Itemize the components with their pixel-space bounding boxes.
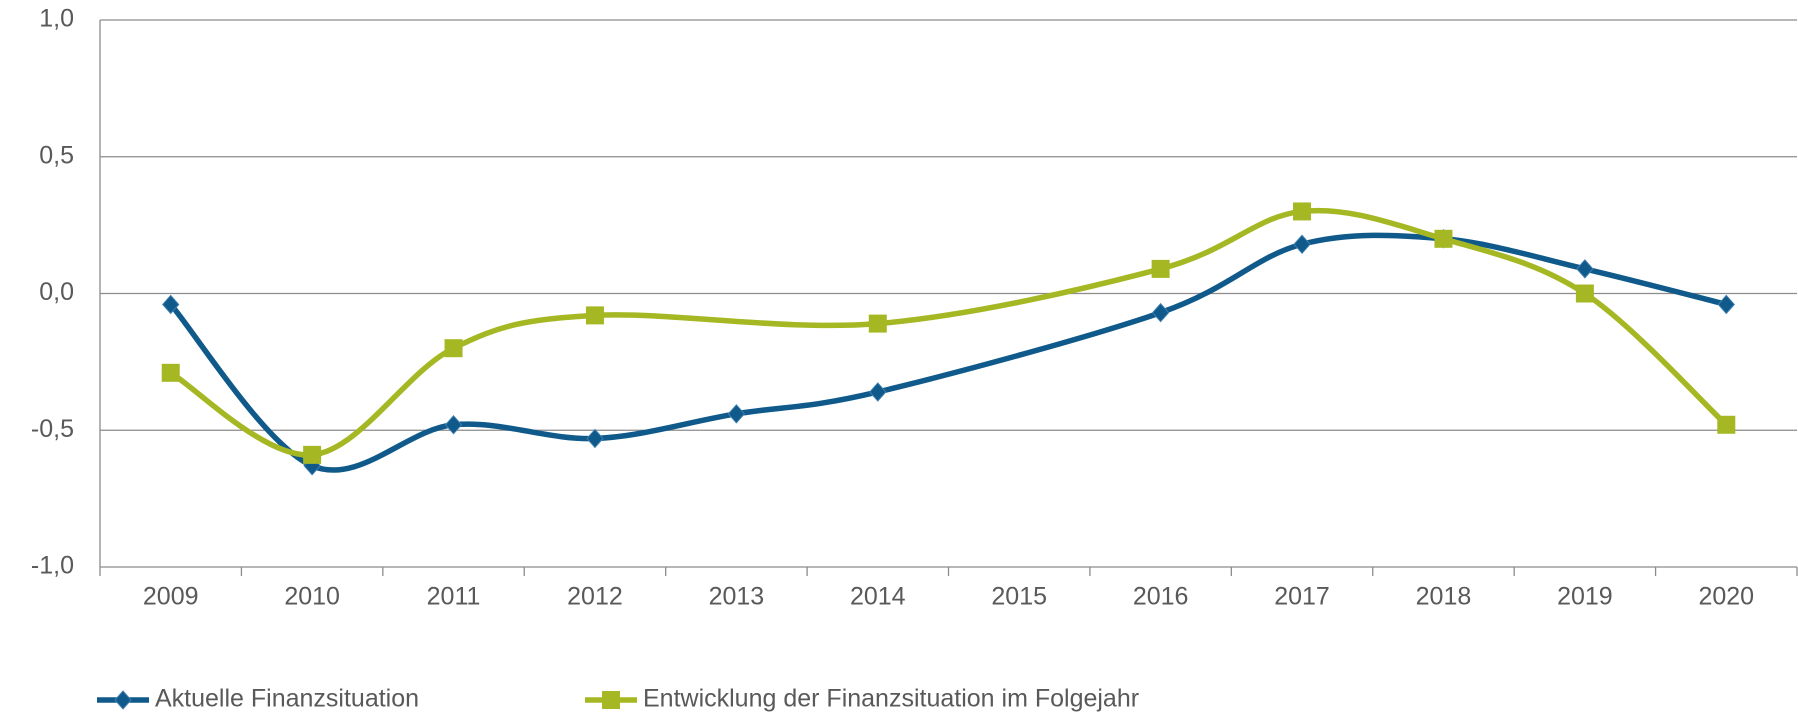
marker	[161, 363, 180, 382]
legend-label: Entwicklung der Finanzsituation im Folge…	[643, 685, 1139, 713]
marker	[869, 382, 887, 402]
marker	[1575, 284, 1594, 303]
series-line	[169, 207, 1729, 458]
y-tick-label: -0,5	[31, 415, 74, 443]
y-tick-label: -1,0	[31, 552, 74, 580]
marker	[162, 294, 180, 315]
y-tick-label: 0,5	[39, 141, 74, 169]
legend-label: Aktuelle Finanzsituation	[155, 685, 419, 713]
y-tick-label: 0,0	[39, 278, 74, 306]
marker	[1717, 294, 1735, 315]
marker	[1151, 259, 1170, 278]
marker	[114, 690, 132, 710]
x-tick-label: 2019	[1557, 583, 1613, 611]
marker	[1151, 302, 1170, 323]
marker	[444, 339, 463, 358]
y-tick-label: 1,0	[39, 5, 74, 33]
x-tick-label: 2017	[1274, 583, 1330, 611]
marker	[727, 404, 746, 424]
x-tick-label: 2013	[709, 583, 765, 611]
x-tick-label: 2016	[1133, 583, 1189, 611]
series-line	[168, 232, 1727, 473]
marker	[868, 314, 887, 333]
x-tick-label: 2011	[427, 583, 481, 611]
x-tick-label: 2020	[1698, 583, 1754, 611]
legend-item: Entwicklung der Finanzsituation im Folge…	[585, 685, 1139, 713]
marker	[585, 306, 604, 325]
marker	[586, 428, 604, 449]
x-tick-label: 2012	[567, 583, 623, 611]
x-tick-label: 2010	[284, 583, 340, 611]
marker	[1293, 234, 1311, 255]
marker	[1434, 229, 1453, 248]
x-tick-label: 2014	[850, 583, 906, 611]
marker	[444, 415, 463, 435]
legend-item: Aktuelle Finanzsituation	[97, 685, 419, 713]
marker	[303, 445, 322, 464]
marker	[1717, 415, 1736, 434]
x-tick-label: 2009	[143, 583, 199, 611]
x-tick-label: 2015	[991, 583, 1047, 611]
x-tick-label: 2018	[1416, 583, 1472, 611]
marker	[1576, 259, 1594, 279]
marker	[602, 691, 620, 709]
marker	[1293, 202, 1312, 221]
